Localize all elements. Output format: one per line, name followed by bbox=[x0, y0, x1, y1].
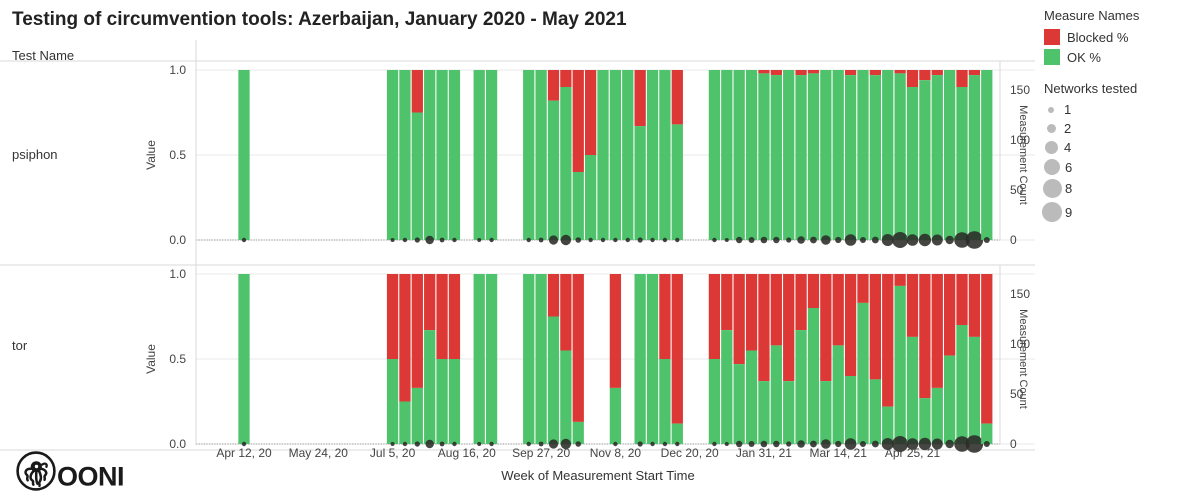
svg-text:150: 150 bbox=[1010, 287, 1030, 301]
svg-text:0.0: 0.0 bbox=[169, 233, 186, 247]
svg-text:0.5: 0.5 bbox=[169, 148, 186, 162]
svg-text:Measurement Count: Measurement Count bbox=[1017, 105, 1029, 205]
svg-text:0.5: 0.5 bbox=[169, 352, 186, 366]
svg-text:Value: Value bbox=[144, 140, 158, 170]
svg-text:Jul 5, 20: Jul 5, 20 bbox=[370, 446, 416, 460]
svg-text:0: 0 bbox=[1010, 437, 1017, 451]
svg-text:150: 150 bbox=[1010, 83, 1030, 97]
svg-text:tor: tor bbox=[12, 338, 28, 353]
svg-text:OONI: OONI bbox=[57, 462, 124, 492]
svg-text:Value: Value bbox=[144, 344, 158, 374]
svg-text:0.0: 0.0 bbox=[169, 437, 186, 451]
svg-text:Dec 20, 20: Dec 20, 20 bbox=[661, 446, 719, 460]
svg-text:Apr 12, 20: Apr 12, 20 bbox=[216, 446, 272, 460]
svg-text:Week of Measurement Start Time: Week of Measurement Start Time bbox=[501, 468, 694, 483]
svg-text:Nov 8, 20: Nov 8, 20 bbox=[590, 446, 642, 460]
svg-text:psiphon: psiphon bbox=[12, 147, 58, 162]
svg-text:Mar 14, 21: Mar 14, 21 bbox=[810, 446, 868, 460]
svg-text:Measurement Count: Measurement Count bbox=[1017, 309, 1029, 409]
svg-text:Aug 16, 20: Aug 16, 20 bbox=[438, 446, 496, 460]
svg-text:May 24, 20: May 24, 20 bbox=[289, 446, 349, 460]
svg-text:0: 0 bbox=[1010, 233, 1017, 247]
svg-text:Sep 27, 20: Sep 27, 20 bbox=[512, 446, 570, 460]
svg-text:1.0: 1.0 bbox=[169, 267, 186, 281]
svg-text:Jan 31, 21: Jan 31, 21 bbox=[736, 446, 792, 460]
svg-text:1.0: 1.0 bbox=[169, 63, 186, 77]
svg-text:Apr 25, 21: Apr 25, 21 bbox=[885, 446, 941, 460]
